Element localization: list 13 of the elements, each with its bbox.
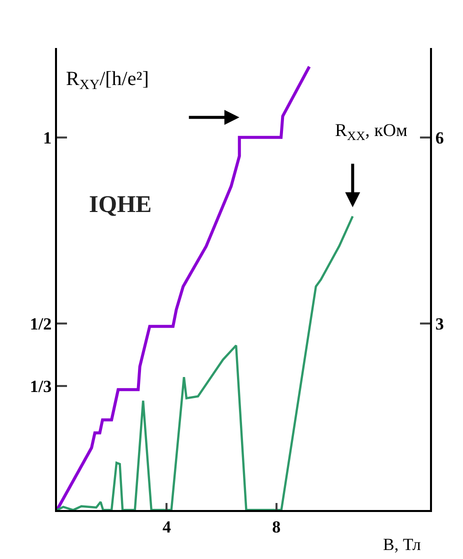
y2-axis-title: R$_{XX}$, кОм bbox=[335, 120, 408, 143]
y2-tick-label: 3 bbox=[435, 314, 444, 334]
x-tick-label: 4 bbox=[162, 517, 172, 536]
annotation: IQHE bbox=[89, 192, 152, 218]
y-axis-title: R$_{XY}$/[h/e²] bbox=[66, 68, 149, 94]
y-tick-label: 1 bbox=[43, 128, 52, 148]
x-axis-title: B, Тл bbox=[383, 535, 422, 554]
y2-tick-label: 6 bbox=[435, 128, 444, 148]
line-series bbox=[57, 215, 354, 510]
y-tick-label: 1/3 bbox=[30, 376, 52, 396]
y-tick-label: 1/2 bbox=[30, 314, 52, 334]
x-tick-label: 8 bbox=[272, 517, 281, 536]
line-series bbox=[57, 65, 311, 510]
